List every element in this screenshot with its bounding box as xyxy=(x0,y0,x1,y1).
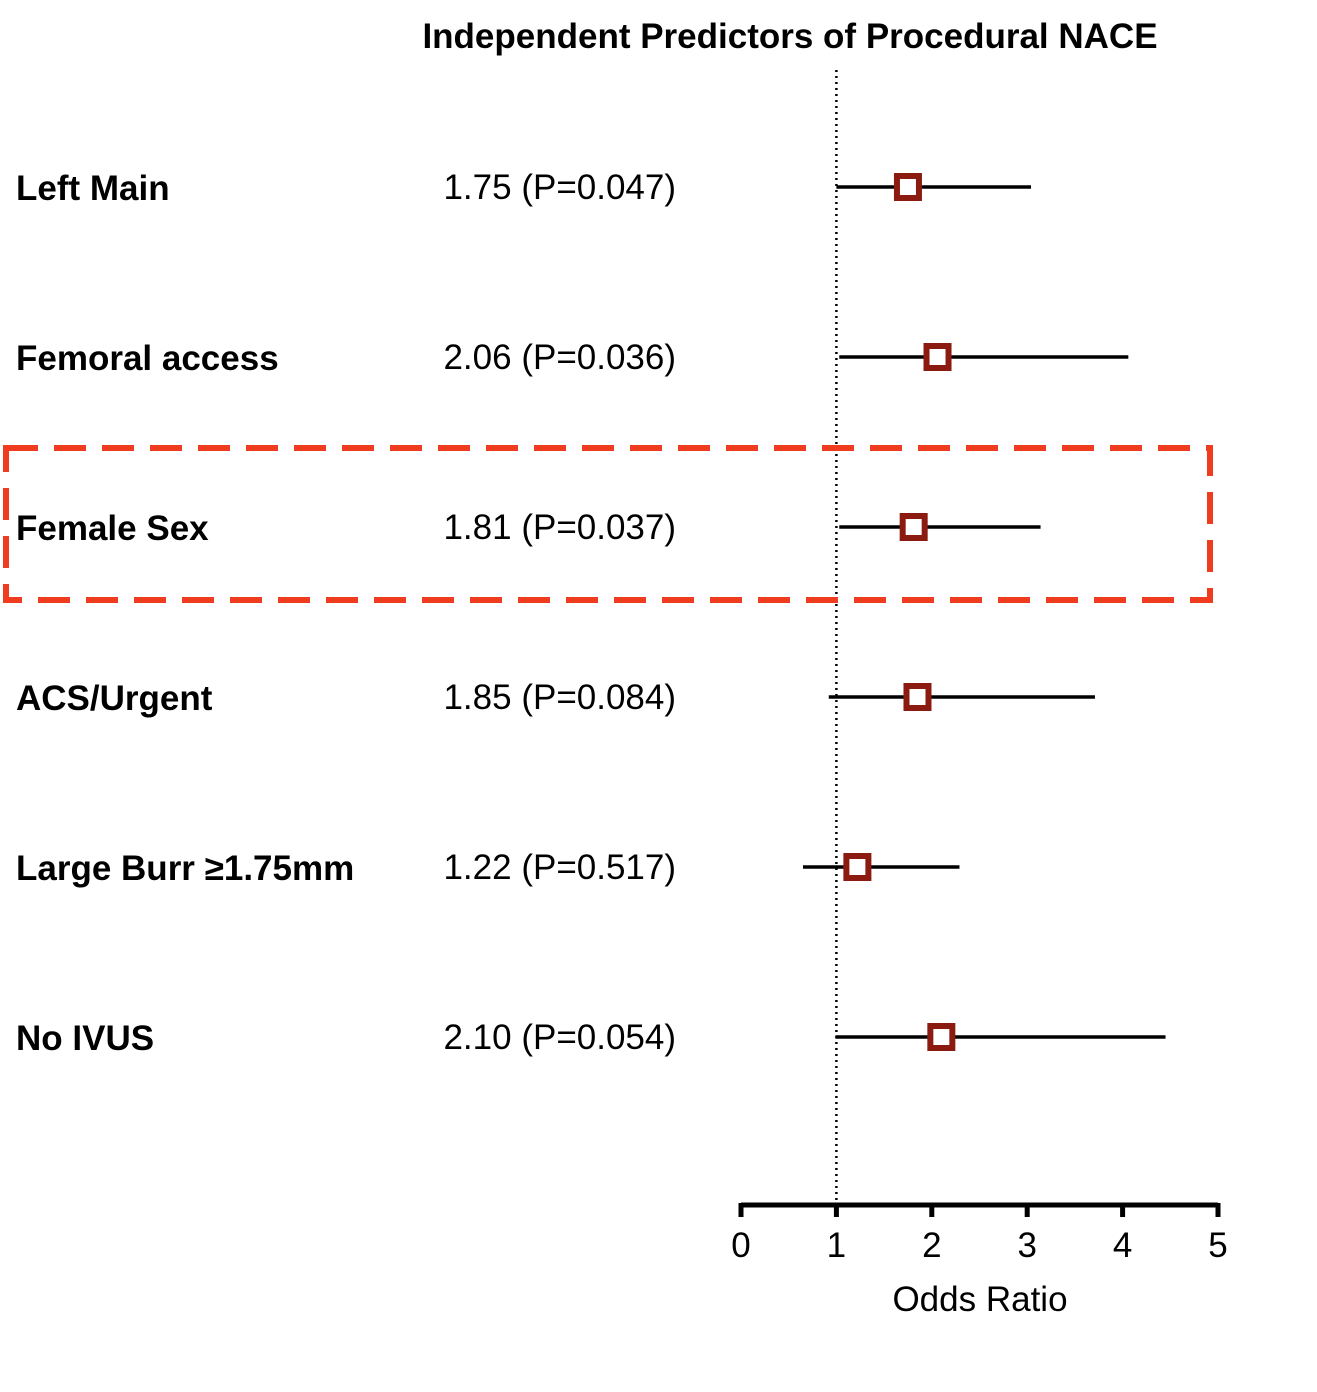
forest-row: Left Main 1.75 (P=0.047) xyxy=(16,168,1032,208)
chart-title: Independent Predictors of Procedural NAC… xyxy=(422,17,1157,56)
x-tick-label: 4 xyxy=(1113,1226,1132,1265)
odds-ratio-marker xyxy=(893,173,922,201)
x-tick-label: 5 xyxy=(1208,1226,1227,1265)
row-estimate: 2.10 (P=0.054) xyxy=(443,1018,676,1057)
odds-ratio-marker xyxy=(903,683,932,711)
x-tick-label: 2 xyxy=(922,1226,941,1265)
forest-row: Female Sex 1.81 (P=0.037) xyxy=(16,508,1041,548)
forest-row: No IVUS 2.10 (P=0.054) xyxy=(16,1018,1166,1058)
row-label: Femoral access xyxy=(16,339,279,378)
row-label: No IVUS xyxy=(16,1019,154,1058)
odds-ratio-marker xyxy=(843,853,872,881)
row-label: Large Burr ≥1.75mm xyxy=(16,849,354,888)
row-estimate: 2.06 (P=0.036) xyxy=(443,338,676,377)
row-label: Left Main xyxy=(16,169,170,208)
row-label: ACS/Urgent xyxy=(16,679,213,718)
odds-ratio-marker xyxy=(899,513,928,541)
row-estimate: 1.75 (P=0.047) xyxy=(443,168,676,207)
x-axis-label: Odds Ratio xyxy=(892,1280,1067,1319)
row-estimate: 1.22 (P=0.517) xyxy=(443,848,676,887)
highlight-box xyxy=(3,445,1213,603)
x-axis: 0 1 2 3 4 5 xyxy=(731,1202,1228,1265)
forest-row: Femoral access 2.06 (P=0.036) xyxy=(16,338,1129,378)
x-tick-label: 1 xyxy=(827,1226,846,1265)
odds-ratio-marker xyxy=(923,343,952,371)
row-estimate: 1.81 (P=0.037) xyxy=(443,508,676,547)
x-tick-label: 3 xyxy=(1017,1226,1036,1265)
forest-row: ACS/Urgent 1.85 (P=0.084) xyxy=(16,678,1095,718)
forest-row: Large Burr ≥1.75mm 1.22 (P=0.517) xyxy=(16,848,960,888)
x-tick-label: 0 xyxy=(731,1226,750,1265)
row-label: Female Sex xyxy=(16,509,209,548)
forest-rows: Left Main 1.75 (P=0.047) Femoral access 2.0… xyxy=(16,168,1166,1058)
odds-ratio-marker xyxy=(927,1023,956,1051)
row-estimate: 1.85 (P=0.084) xyxy=(443,678,676,717)
